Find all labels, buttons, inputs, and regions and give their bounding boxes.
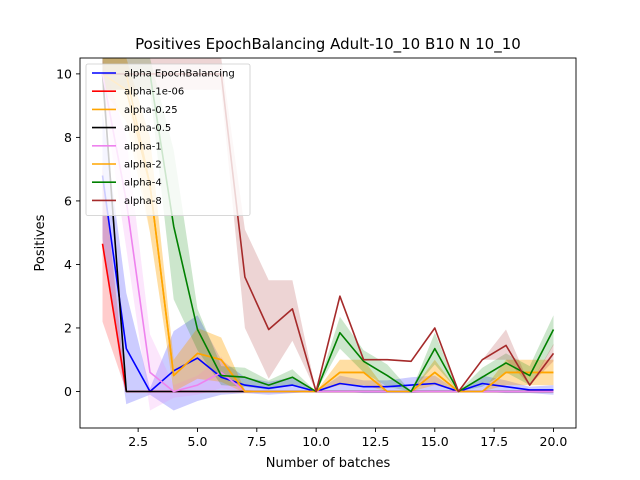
legend-label-alpha-4: alpha-4	[124, 178, 162, 189]
legend-label-alpha-2: alpha-2	[124, 160, 162, 171]
confidence-bands	[102, 58, 554, 411]
band-alpha-8	[102, 58, 554, 392]
x-tick-label: 15.0	[421, 434, 449, 449]
axes: 2.5 5.0 7.5 10.0 12.5 15.0 17.5 20.0 0 2 4 6 8 10	[56, 57, 577, 449]
x-tick-label: 17.5	[480, 434, 508, 449]
legend-label-alpha-1: alpha-1	[124, 141, 162, 152]
plot-frame	[79, 57, 577, 429]
band-alpha-1	[102, 58, 554, 411]
x-tick-label: 20.0	[540, 434, 568, 449]
band-alpha-epochbalancing	[102, 112, 554, 411]
x-tick-label: 7.5	[247, 434, 267, 449]
legend: alpha EpochBalancing alpha-1e-06 alpha-0.2…	[85, 63, 251, 217]
band-alpha-4	[102, 58, 554, 392]
legend-label-alpha-0-25: alpha-0.25	[124, 105, 178, 116]
legend-box	[85, 63, 251, 217]
chart-title: Positives EpochBalancing Adult-10_10 B10…	[135, 35, 521, 54]
y-tick-label: 6	[64, 193, 72, 208]
x-tick-label: 5.0	[188, 434, 208, 449]
y-tick-label: 0	[64, 384, 72, 399]
x-tick-label: 12.5	[362, 434, 390, 449]
x-tick-label: 2.5	[128, 434, 148, 449]
x-axis-label: Number of batches	[266, 456, 391, 471]
line-alpha-2	[102, 73, 554, 393]
x-tick-label: 10.0	[302, 434, 330, 449]
legend-label-alpha-epochbalancing: alpha EpochBalancing	[124, 69, 235, 80]
series-lines	[101, 73, 555, 393]
line-alpha-epochbalancing	[101, 175, 554, 393]
legend-label-alpha-0-5: alpha-0.5	[124, 123, 171, 134]
y-axis-label: Positives	[33, 214, 48, 271]
line-alpha-4	[102, 73, 555, 393]
y-tick-label: 2	[64, 320, 72, 335]
legend-label-alpha-8: alpha-8	[124, 196, 162, 207]
y-tick-label: 8	[64, 130, 72, 145]
y-tick-label: 4	[64, 257, 72, 272]
y-tick-label: 10	[56, 66, 72, 81]
legend-label-alpha-1e-06: alpha-1e-06	[124, 87, 184, 98]
